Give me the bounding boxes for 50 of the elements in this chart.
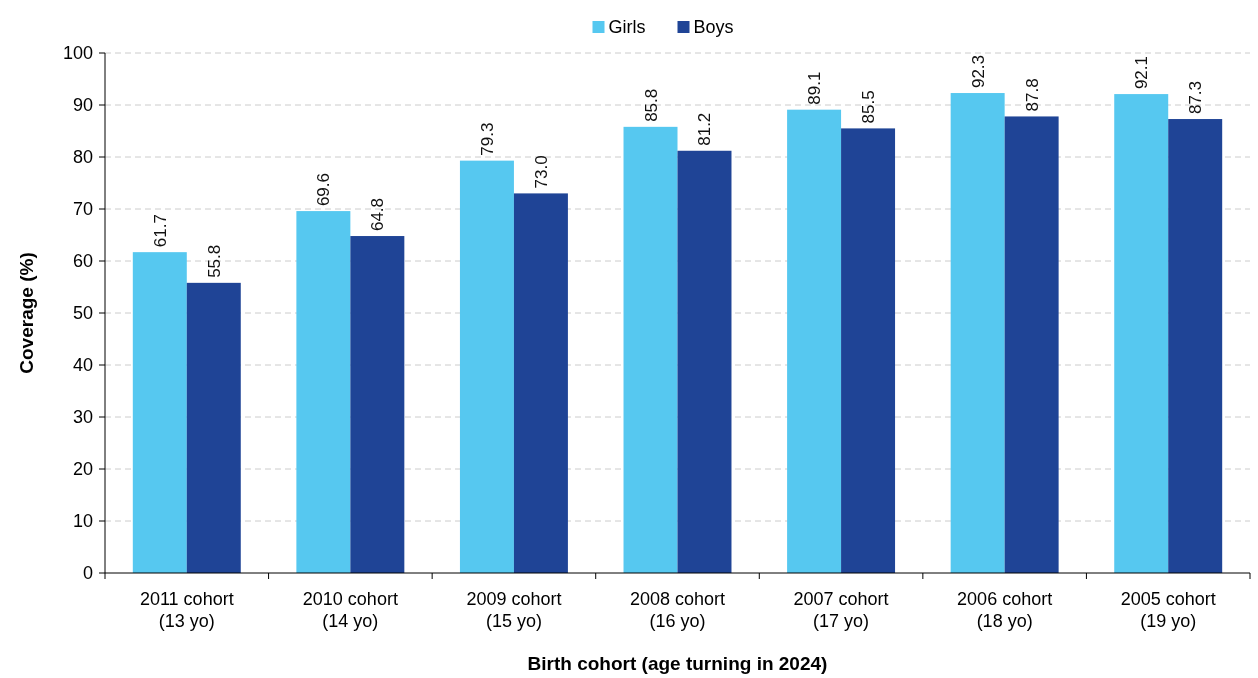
bar [677, 150, 732, 573]
y-tick-label: 60 [72, 251, 93, 272]
x-tick-label: 2005 cohort (19 yo) [1120, 589, 1216, 631]
data-label: 73.0 [531, 155, 551, 189]
y-tick-label: 90 [72, 95, 93, 116]
x-tick-label: 2009 cohort (15 yo) [466, 589, 562, 631]
bar [950, 93, 1005, 573]
bar [296, 211, 351, 573]
y-tick-label: 0 [82, 563, 93, 584]
y-tick-label: 80 [72, 147, 93, 168]
data-label: 81.2 [695, 112, 715, 146]
bar [513, 193, 568, 573]
bar [623, 126, 678, 573]
data-label: 92.3 [968, 54, 988, 89]
y-tick-label: 30 [72, 407, 93, 428]
y-tick-label: 20 [72, 459, 93, 480]
y-tick-label: 100 [62, 43, 93, 64]
bar [186, 282, 241, 573]
bar [787, 109, 842, 573]
y-axis-title: Coverage (%) [16, 252, 37, 374]
bar [350, 236, 405, 573]
x-tick-label: 2007 cohort (17 yo) [793, 589, 889, 631]
x-tick-label: 2010 cohort (14 yo) [302, 589, 398, 631]
bar [1168, 119, 1223, 573]
bar [1004, 116, 1059, 573]
data-label: 55.8 [204, 244, 224, 278]
data-label: 61.7 [150, 214, 170, 248]
bar [132, 252, 187, 573]
y-tick-label: 40 [72, 355, 93, 376]
bar [841, 128, 896, 573]
data-label: 89.1 [805, 71, 825, 105]
legend-label: Girls [608, 17, 646, 37]
x-axis-title: Birth cohort (age turning in 2024) [527, 653, 828, 674]
y-tick-label: 50 [72, 303, 93, 324]
data-label: 87.8 [1022, 78, 1042, 112]
bar [1114, 94, 1169, 573]
y-tick-label: 10 [72, 511, 93, 532]
data-label: 87.3 [1186, 80, 1206, 115]
data-label: 79.3 [477, 122, 497, 156]
data-label: 85.8 [641, 88, 661, 122]
legend-label: Boys [693, 17, 734, 37]
bar [459, 160, 514, 573]
x-tick-label: 2006 cohort (18 yo) [957, 589, 1053, 631]
y-tick-label: 70 [72, 199, 93, 220]
data-label: 85.5 [859, 90, 879, 124]
x-tick-label: 2011 cohort (13 yo) [139, 589, 234, 631]
data-label: 92.1 [1132, 55, 1152, 90]
data-label: 64.8 [368, 197, 388, 232]
x-tick-label: 2008 cohort (16 yo) [629, 589, 726, 631]
data-label: 69.6 [314, 172, 334, 207]
